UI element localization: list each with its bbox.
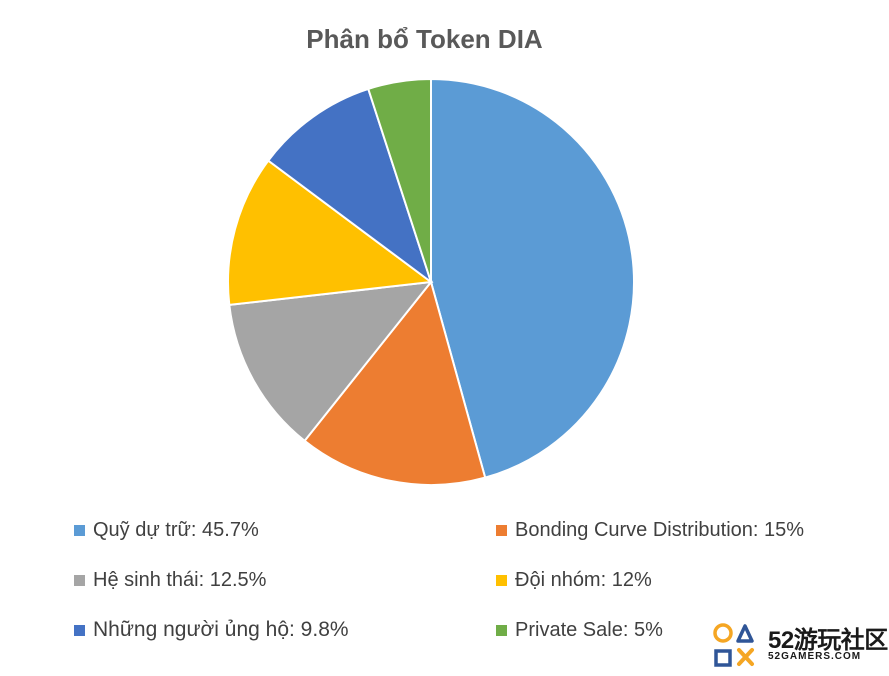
legend-swatch (496, 574, 507, 586)
legend-label: Đội nhóm: 12% (515, 568, 652, 591)
legend-swatch (74, 574, 85, 586)
watermark-logo: 52游玩社区 52GAMERS.COM (712, 620, 888, 670)
legend-item-ecosystem: Hệ sinh thái: 12.5% (74, 568, 496, 592)
legend-label: Private Sale: 5% (515, 618, 663, 641)
game-controller-symbols-icon (713, 623, 754, 667)
pie-slice-private-sale (367, 77, 432, 283)
legend-swatch (74, 624, 85, 636)
watermark-subtext: 52GAMERS.COM (768, 651, 862, 662)
legend-label: Hệ sinh thái: 12.5% (93, 568, 267, 591)
pie-slice-ecosystem (228, 280, 434, 443)
legend-item-supporters: Những người ủng hộ: 9.8% (74, 618, 496, 642)
legend-item-bonding-curve: Bonding Curve Distribution: 15% (496, 518, 856, 542)
legend-item-team: Đội nhóm: 12% (496, 568, 856, 592)
chart-legend: Quỹ dự trữ: 45.7% Bonding Curve Distribu… (74, 518, 874, 642)
legend-item-reserve: Quỹ dự trữ: 45.7% (74, 518, 496, 542)
watermark-text: 52游玩社区 (768, 627, 888, 654)
chart-title: Phân bổ Token DIA (306, 24, 543, 54)
legend-swatch (74, 524, 85, 536)
pie-slice-team (227, 159, 434, 307)
legend-swatch (496, 624, 507, 636)
legend-label: Quỹ dự trữ: 45.7% (93, 518, 259, 541)
pie-slice-supporters (266, 87, 433, 285)
pie-slice-bonding-curve (303, 279, 487, 486)
legend-item-private-sale: Private Sale: 5% (496, 618, 856, 642)
legend-label: Bonding Curve Distribution: 15% (515, 518, 805, 541)
legend-label: Những người ủng hộ: 9.8% (93, 618, 349, 641)
pie-slice-reserve (430, 77, 635, 479)
legend-swatch (496, 524, 507, 536)
